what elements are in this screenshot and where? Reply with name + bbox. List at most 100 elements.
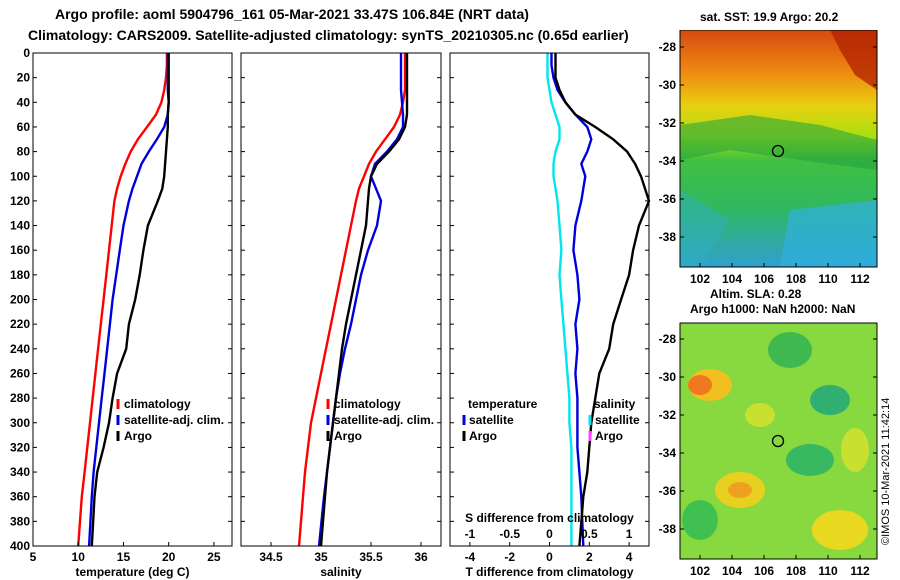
sla-patch [728, 482, 752, 498]
plot-frame [449, 52, 650, 547]
x-tick-label: 35 [314, 550, 328, 564]
plot-frame [32, 52, 233, 547]
series-line-salinity-satellite [546, 53, 573, 546]
y-tick-label: 400 [10, 539, 30, 553]
map-x-tick-label: 102 [690, 564, 710, 578]
sla-map-title-2: Argo h1000: NaN h2000: NaN [690, 302, 856, 316]
sla-patch [745, 403, 775, 427]
x-axis-label: T difference from climatology [465, 565, 633, 579]
map-x-tick-label: 110 [818, 272, 838, 286]
sla-map: -28 -30 -32 -34 -36 -38 102 104 106 108 110 112 [659, 322, 878, 578]
sla-patch [810, 385, 850, 415]
map-y-tick-label: -34 [659, 446, 677, 460]
x-tick-label: 4 [626, 550, 633, 564]
sla-patch [682, 500, 718, 540]
argo-location-marker [771, 144, 785, 158]
y-tick-label: 160 [10, 243, 30, 257]
legend-label: satellite [595, 413, 640, 427]
sla-map-frame [679, 322, 878, 560]
map-x-tick-label: 112 [850, 272, 870, 286]
map-y-tick-label: -38 [659, 230, 677, 244]
y-tick-label: 380 [10, 514, 30, 528]
legend-heading-temperature: temperature [468, 397, 538, 411]
series-line-argo [90, 53, 170, 547]
map-y-tick-label: -28 [659, 332, 677, 346]
x-tick-label: -2 [504, 550, 515, 564]
map-y-tick-label: -30 [659, 370, 677, 384]
y-tick-label: 120 [10, 194, 30, 208]
sla-map-title-1: Altim. SLA: 0.28 [710, 287, 802, 301]
sla-patch [841, 428, 869, 472]
sst-map-title: sat. SST: 19.9 Argo: 20.2 [700, 10, 839, 24]
y-tick-label: 100 [10, 169, 30, 183]
x-tick-label: -4 [465, 550, 476, 564]
sst-warm-patch [830, 30, 877, 90]
map-y-tick-label: -34 [659, 154, 677, 168]
sst-map-frame [679, 30, 878, 268]
legend-heading-salinity: salinity [594, 397, 636, 411]
y-tick-label: 180 [10, 268, 30, 282]
legend-label: climatology [124, 397, 191, 411]
x-tick-label: 25 [207, 550, 221, 564]
sst-blue-patch [780, 200, 877, 267]
map-x-tick-label: 110 [818, 564, 838, 578]
sst-green-band [680, 115, 877, 170]
top-axis-label: S difference from climatology [465, 511, 634, 525]
y-tick-label: 40 [17, 95, 31, 109]
x-tick-label: 35.5 [359, 550, 383, 564]
map-y-tick-label: -32 [659, 116, 677, 130]
map-x-tick-label: 104 [722, 272, 742, 286]
map-y-tick-label: -36 [659, 192, 677, 206]
y-tick-label: 300 [10, 416, 30, 430]
top-x-tick-label: -1 [465, 527, 476, 541]
map-y-tick-label: -30 [659, 78, 677, 92]
series-line-temperature-argo [554, 53, 651, 547]
legend-label: satellite-adj. clim. [334, 413, 434, 427]
x-tick-label: 36 [414, 550, 428, 564]
title-line-1: Argo profile: aoml 5904796_161 05-Mar-20… [55, 6, 529, 22]
temperature-panel: 0 20 40 60 80 100 120 140 160 180 200 220 240 260 280 3… [10, 46, 233, 579]
y-tick-label: 60 [17, 120, 31, 134]
y-tick-label: 200 [10, 293, 30, 307]
sla-patch [768, 332, 812, 368]
y-tick-label: 20 [17, 71, 31, 85]
map-x-tick-label: 108 [786, 272, 806, 286]
series-line-satellite-adj-clim- [317, 53, 405, 547]
x-axis-label: temperature (deg C) [75, 565, 189, 579]
x-axis-label: salinity [320, 565, 362, 579]
x-tick-label: 10 [72, 550, 86, 564]
plot-frame [240, 52, 442, 547]
x-tick-label: 0 [546, 550, 553, 564]
difference-panel: -4 -2 0 2 4T difference from climatology temp… [449, 52, 651, 579]
series-line-satellite-adj-clim- [87, 53, 170, 547]
map-x-tick-label: 112 [850, 564, 870, 578]
map-x-tick-label: 108 [786, 564, 806, 578]
x-tick-label: 20 [162, 550, 176, 564]
map-x-tick-label: 102 [690, 272, 710, 286]
legend-label: Argo [595, 429, 623, 443]
sst-blue-patch-left [680, 190, 730, 267]
map-y-tick-label: -32 [659, 408, 677, 422]
map-y-tick-label: -38 [659, 522, 677, 536]
map-x-tick-label: 104 [722, 564, 742, 578]
salinity-panel: 34.5 35 35.5 36 salinity climatology satellite… [240, 52, 442, 579]
x-tick-label: 34.5 [259, 550, 283, 564]
argo-location-marker [771, 434, 785, 448]
map-x-tick-label: 106 [754, 272, 774, 286]
map-y-tick-label: -36 [659, 484, 677, 498]
y-tick-label: 0 [23, 46, 30, 60]
y-tick-label: 360 [10, 490, 30, 504]
y-tick-label: 140 [10, 219, 30, 233]
map-y-tick-label: -28 [659, 40, 677, 54]
y-tick-label: 280 [10, 391, 30, 405]
top-x-tick-label: -0.5 [499, 527, 520, 541]
sla-patch [812, 510, 868, 550]
legend-label: Argo [124, 429, 152, 443]
title-line-2: Climatology: CARS2009. Satellite-adjuste… [28, 27, 629, 43]
y-tick-label: 320 [10, 440, 30, 454]
sla-patch [786, 444, 834, 476]
top-x-tick-label: 0 [546, 527, 553, 541]
y-tick-label: 260 [10, 366, 30, 380]
y-tick-label: 80 [17, 145, 31, 159]
legend-label: satellite [469, 413, 514, 427]
